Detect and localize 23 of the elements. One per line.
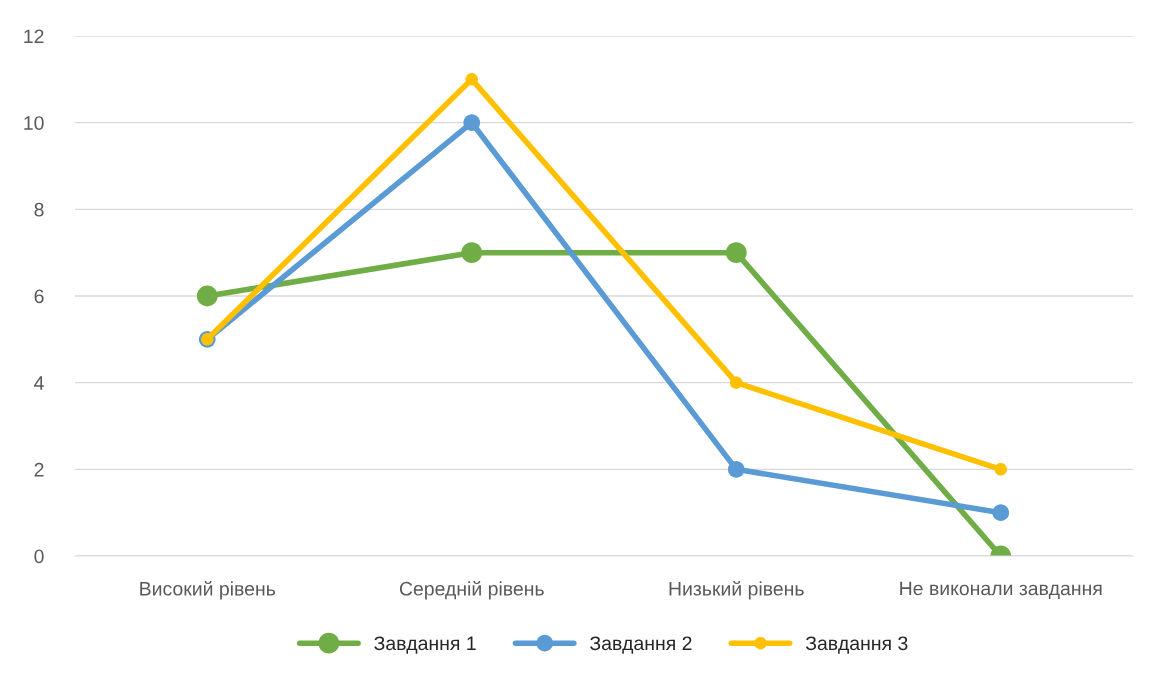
point	[725, 242, 747, 264]
point	[463, 114, 481, 131]
y-tick-label: 2	[34, 462, 44, 477]
x-tick-label: Високий рівень	[140, 581, 276, 600]
x-tick-label: Середній рівень	[399, 581, 544, 600]
legend-label: Завдання 1	[374, 636, 476, 654]
point	[994, 463, 1007, 476]
y-tick-label: 10	[24, 116, 44, 130]
y-tick-label: 8	[34, 202, 44, 217]
y-tick-label: 0	[34, 549, 44, 564]
legend-label: Завдання 2	[590, 636, 692, 654]
point	[992, 504, 1010, 521]
point	[196, 285, 218, 307]
x-tick-label: Низький рівень	[669, 581, 804, 600]
point	[465, 73, 478, 86]
point	[461, 242, 483, 264]
x-tick-label: Не виконали завдання	[900, 581, 1102, 599]
y-tick-label: 12	[24, 29, 44, 44]
point	[730, 376, 743, 389]
y-tick-label: 6	[34, 289, 44, 304]
point	[727, 461, 745, 478]
y-tick-label: 4	[34, 376, 44, 390]
legend-label: Завдання 3	[805, 636, 908, 654]
